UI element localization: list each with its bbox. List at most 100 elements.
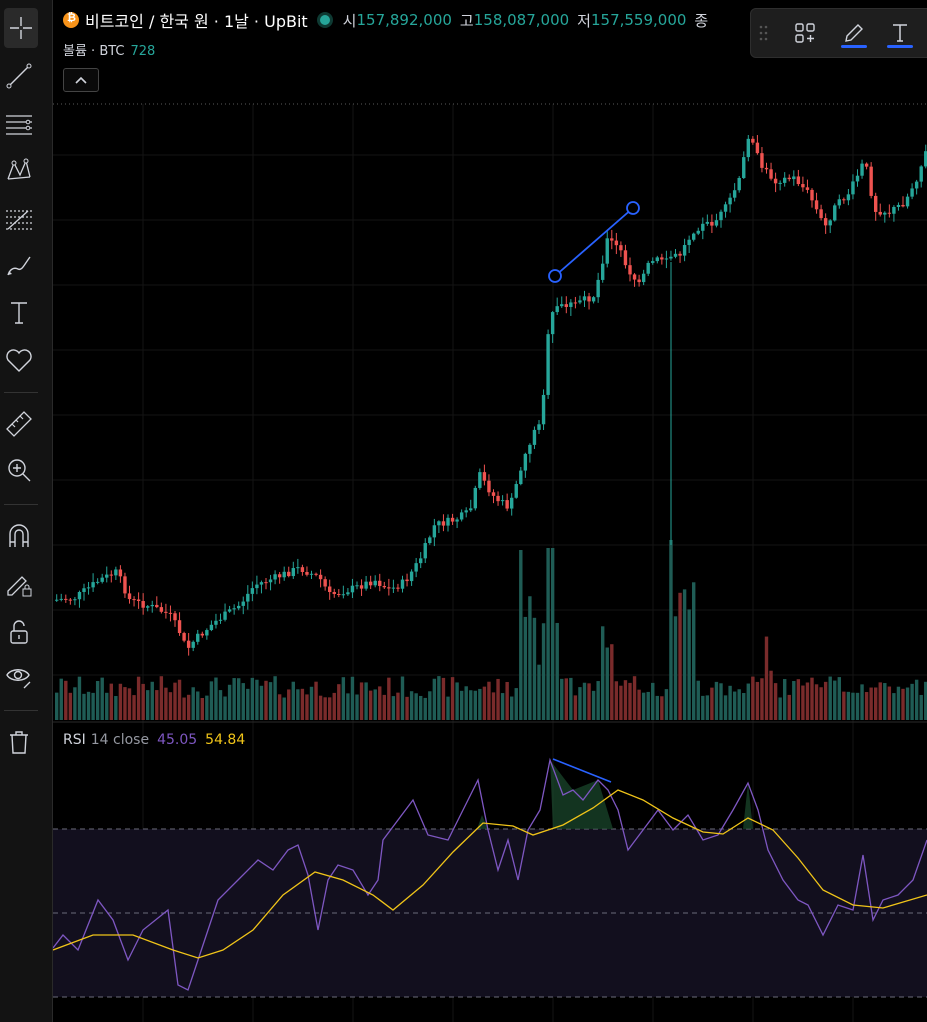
volume-bar — [550, 548, 555, 720]
volume-bar — [728, 685, 732, 720]
candle-body — [769, 169, 773, 179]
ruler-icon[interactable] — [0, 404, 38, 444]
candle-body — [673, 253, 678, 257]
candle-body — [318, 574, 323, 580]
magnet-icon[interactable] — [0, 516, 38, 556]
candle-body — [510, 497, 514, 509]
volume-bar — [173, 682, 177, 720]
candle-body — [237, 605, 241, 609]
market-status-dot — [319, 15, 330, 25]
volume-bar — [246, 688, 250, 720]
candle-body — [833, 205, 837, 221]
candle-body — [591, 297, 596, 302]
volume-bar — [223, 696, 227, 720]
candle-body — [532, 429, 537, 445]
crosshair-icon[interactable] — [4, 8, 38, 48]
candle-body — [150, 604, 154, 607]
volume-bar — [305, 694, 309, 720]
candle-body — [400, 579, 405, 589]
pencil-icon[interactable] — [831, 9, 877, 57]
candle-body — [487, 480, 491, 493]
pattern-icon[interactable] — [0, 150, 38, 190]
volume-bar — [200, 697, 204, 720]
low-label: 저 — [577, 11, 591, 30]
volume-bar — [77, 676, 82, 720]
volume-bar — [318, 695, 323, 720]
candle-body — [573, 302, 578, 304]
volume-bar — [914, 679, 919, 720]
volume-bar — [769, 670, 773, 720]
volume-bar — [328, 697, 332, 720]
horizontal-lines-icon[interactable] — [0, 104, 38, 144]
volume-label: 볼륨 · BTC — [63, 44, 125, 59]
candle-body — [523, 453, 528, 471]
volume-bar — [400, 676, 405, 720]
volume-bar — [146, 690, 150, 720]
volume-bar — [68, 692, 73, 720]
volume-bar — [309, 686, 314, 720]
candle-body — [678, 253, 682, 256]
volume-bar — [896, 686, 901, 720]
candle-body — [391, 587, 396, 589]
add-object-icon[interactable] — [785, 9, 825, 57]
drawing-toolbar — [0, 0, 53, 1022]
symbol-legend[interactable]: ₿ 비트코인 / 한국 원 · 1날 · UpBit 시 157,892,000 … — [63, 8, 708, 32]
drag-handle-icon[interactable] — [755, 9, 773, 57]
candle-body — [855, 175, 860, 182]
price-chart-canvas[interactable] — [53, 0, 927, 1022]
candle-body — [59, 598, 63, 600]
candle-body — [696, 230, 700, 234]
volume-bar — [296, 689, 300, 720]
volume-bar — [469, 690, 473, 720]
floating-drawing-toolbar[interactable] — [750, 8, 927, 58]
candle-body — [773, 178, 778, 184]
pencil-color-indicator — [841, 45, 867, 48]
eye-icon[interactable] — [0, 656, 38, 696]
collapse-legend-button[interactable] — [63, 68, 99, 92]
open-value: 157,892,000 — [356, 11, 452, 29]
volume-bar — [746, 683, 750, 720]
candle-body — [64, 598, 68, 600]
candle-body — [382, 585, 386, 588]
trash-icon[interactable] — [0, 722, 38, 762]
volume-bar — [86, 691, 91, 720]
volume-bar — [796, 679, 801, 720]
volume-bar — [578, 687, 582, 720]
candle-body — [91, 582, 95, 588]
volume-bar — [719, 683, 723, 720]
candle-body — [728, 197, 732, 205]
volume-bar — [537, 664, 541, 720]
candle-body — [596, 279, 600, 298]
rsi-legend[interactable]: RSI 14 close 45.05 54.84 — [63, 732, 245, 748]
heart-icon[interactable] — [0, 340, 38, 380]
text-tool-icon[interactable] — [0, 292, 38, 332]
fib-icon[interactable] — [0, 198, 38, 238]
chart-area[interactable]: ₿ 비트코인 / 한국 원 · 1날 · UpBit 시 157,892,000 … — [53, 0, 927, 1022]
volume-legend[interactable]: 볼륨 · BTC 728 — [63, 40, 155, 59]
unlock-icon[interactable] — [0, 612, 38, 652]
volume-bar — [605, 647, 609, 720]
volume-bar — [341, 677, 346, 720]
rsi-params: 14 close — [90, 732, 150, 748]
candle-body — [792, 176, 796, 180]
candle-body — [387, 587, 391, 589]
candle-body — [569, 302, 573, 307]
text-icon[interactable] — [877, 9, 923, 57]
symbol-title[interactable]: 비트코인 / 한국 원 · 1날 · UpBit — [85, 12, 308, 31]
candle-body — [778, 182, 782, 184]
volume-bar — [455, 682, 459, 720]
volume-bar — [409, 691, 414, 720]
candle-body — [851, 181, 855, 195]
volume-bar — [378, 686, 382, 720]
candle-body — [541, 394, 546, 425]
zoom-icon[interactable] — [0, 450, 38, 490]
lock-drawing-icon[interactable] — [0, 564, 38, 604]
candle-body — [555, 306, 559, 313]
volume-bar — [737, 689, 741, 720]
trendline-icon[interactable] — [0, 56, 38, 96]
volume-bar — [564, 678, 568, 720]
volume-bar — [532, 617, 537, 720]
rsi-line — [53, 757, 927, 991]
volume-bar — [546, 548, 550, 720]
brush-icon[interactable] — [0, 246, 38, 286]
